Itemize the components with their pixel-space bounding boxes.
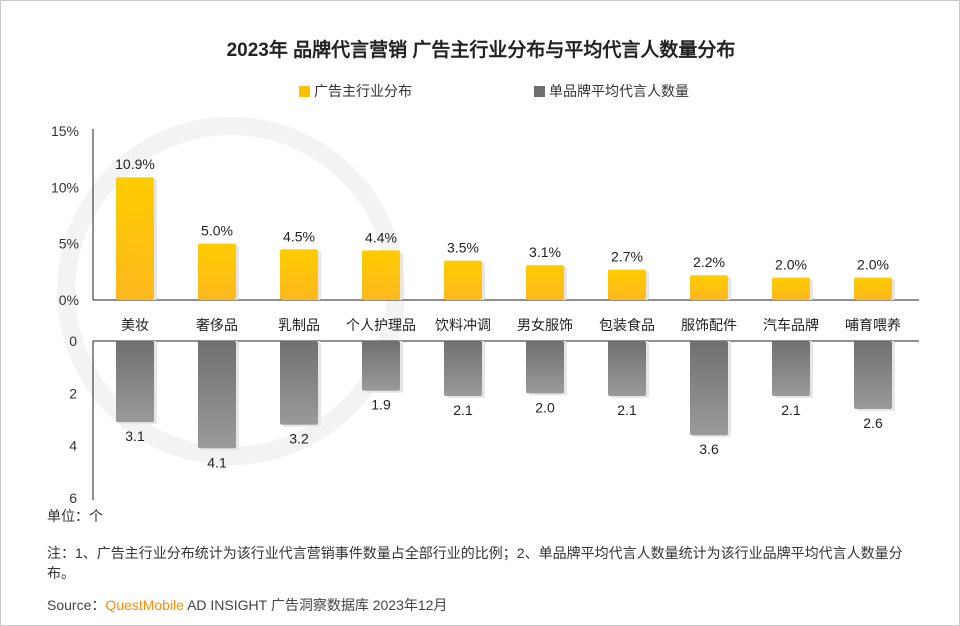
avg-bar bbox=[280, 341, 318, 425]
share-data-label: 2.2% bbox=[693, 254, 725, 270]
share-data-label: 2.0% bbox=[775, 256, 807, 272]
share-data-label: 2.7% bbox=[611, 249, 643, 265]
category-label: 饮料冲调 bbox=[435, 317, 491, 333]
avg-bar bbox=[526, 341, 564, 394]
source-rest: AD INSIGHT 广告洞察数据库 2023年12月 bbox=[183, 597, 448, 613]
share-bar bbox=[280, 249, 318, 300]
legend-item-avg: 单品牌平均代言人数量 bbox=[534, 81, 689, 101]
avg-data-label: 1.9 bbox=[371, 397, 391, 413]
legend-swatch bbox=[534, 85, 545, 97]
share-bar bbox=[116, 177, 154, 300]
unit-label: 单位：个 bbox=[47, 508, 103, 524]
share-data-label: 3.5% bbox=[447, 240, 479, 256]
avg-bar bbox=[772, 341, 810, 396]
share-bar bbox=[690, 275, 728, 300]
category-label: 服饰配件 bbox=[681, 317, 737, 333]
category-label: 美妆 bbox=[121, 317, 149, 333]
category-label: 哺育喂养 bbox=[845, 317, 901, 333]
category-label: 包装食品 bbox=[599, 317, 655, 333]
source-prefix: Source： bbox=[47, 597, 106, 613]
legend-label: 广告主行业分布 bbox=[314, 83, 412, 99]
share-data-label: 3.1% bbox=[529, 244, 561, 260]
category-label: 奢侈品 bbox=[196, 317, 238, 333]
avg-data-label: 3.6 bbox=[699, 441, 719, 457]
source-line: Source：QuestMobile AD INSIGHT 广告洞察数据库 20… bbox=[47, 595, 447, 615]
share-bar bbox=[608, 269, 646, 300]
avg-data-label: 3.1 bbox=[125, 428, 145, 444]
category-label: 乳制品 bbox=[278, 317, 320, 333]
bottom-y-tick: 4 bbox=[69, 438, 77, 454]
category-label: 男女服饰 bbox=[517, 317, 573, 333]
legend-item-share: 广告主行业分布 bbox=[299, 81, 412, 101]
share-data-label: 4.5% bbox=[283, 228, 315, 244]
share-bar bbox=[362, 250, 400, 300]
category-label: 个人护理品 bbox=[346, 317, 416, 333]
category-label: 汽车品牌 bbox=[763, 317, 819, 333]
avg-data-label: 4.1 bbox=[207, 454, 227, 470]
bottom-y-tick: 6 bbox=[69, 490, 77, 506]
avg-bar bbox=[198, 341, 236, 449]
share-bar bbox=[444, 260, 482, 300]
footnote: 注：1、广告主行业分布统计为该行业代言营销事件数量占全部行业的比例；2、单品牌平… bbox=[47, 545, 903, 581]
share-data-label: 2.0% bbox=[857, 256, 889, 272]
share-data-label: 4.4% bbox=[365, 229, 397, 245]
avg-bar bbox=[608, 341, 646, 396]
legend-swatch bbox=[299, 85, 310, 97]
avg-bar bbox=[854, 341, 892, 410]
bottom-y-tick: 2 bbox=[69, 385, 77, 401]
top-y-tick: 5% bbox=[59, 236, 79, 252]
avg-data-label: 2.6 bbox=[863, 415, 883, 431]
share-data-label: 5.0% bbox=[201, 223, 233, 239]
avg-data-label: 3.2 bbox=[289, 431, 309, 447]
avg-bar bbox=[116, 341, 154, 423]
legend-label: 单品牌平均代言人数量 bbox=[549, 83, 689, 99]
avg-bar bbox=[690, 341, 728, 436]
chart-title: 2023年 品牌代言营销 广告主行业分布与平均代言人数量分布 bbox=[226, 40, 736, 61]
avg-data-label: 2.1 bbox=[781, 402, 801, 418]
share-bar bbox=[772, 277, 810, 300]
avg-bar bbox=[362, 341, 400, 391]
avg-data-label: 2.1 bbox=[617, 402, 637, 418]
top-y-tick: 0% bbox=[59, 292, 79, 308]
top-y-tick: 10% bbox=[51, 179, 79, 195]
share-bar bbox=[198, 243, 236, 300]
bottom-y-tick: 0 bbox=[69, 333, 77, 349]
share-bar bbox=[526, 265, 564, 300]
share-data-label: 10.9% bbox=[115, 156, 155, 172]
avg-bar bbox=[444, 341, 482, 396]
avg-data-label: 2.1 bbox=[453, 402, 473, 418]
avg-data-label: 2.0 bbox=[535, 399, 555, 415]
share-bar bbox=[854, 277, 892, 300]
source-brand: QuestMobile bbox=[105, 597, 184, 613]
top-y-tick: 15% bbox=[51, 123, 79, 139]
